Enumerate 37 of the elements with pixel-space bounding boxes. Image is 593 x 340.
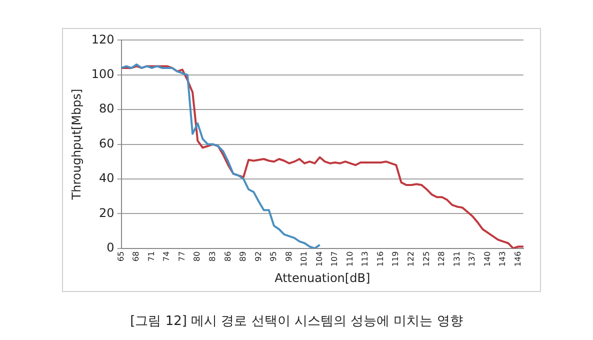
y-tick-label: 20: [99, 206, 114, 220]
x-tick-label: 137: [468, 251, 477, 267]
x-tick-label: 83: [208, 251, 217, 262]
x-axis-title: Attenuation[dB]: [274, 270, 370, 285]
x-tick-label: 71: [146, 251, 156, 262]
x-tick-label: 143: [498, 251, 508, 267]
x-tick-label: 77: [177, 251, 186, 262]
x-tick-label: 140: [482, 251, 492, 267]
x-tick-label: 74: [162, 251, 172, 262]
x-tick-label: 116: [376, 251, 385, 267]
y-tick-label: 40: [99, 171, 114, 186]
x-tick-label: 104: [314, 251, 324, 267]
x-tick-label: 146: [513, 251, 522, 267]
x-tick-label: 65: [116, 251, 126, 262]
y-tick-label: 60: [99, 136, 114, 150]
y-tick-label: 120: [91, 32, 114, 46]
x-tick-label: 80: [192, 251, 202, 262]
x-tick-label: 89: [238, 251, 248, 262]
y-axis-title: Throughput[Mbps]: [69, 88, 84, 201]
x-tick-label: 119: [391, 251, 400, 267]
x-tick-label: 128: [437, 251, 446, 267]
x-tick-label: 86: [223, 251, 232, 262]
x-tick-label: 113: [360, 251, 370, 267]
x-tick-label: 92: [254, 251, 263, 262]
text: [그림 12] 메시 경로 선택이 시스템의 성능에 미치는 영향: [129, 313, 464, 330]
y-tick-label: 80: [99, 102, 114, 116]
x-tick-label: 122: [406, 251, 416, 267]
y-tick-label: 100: [91, 67, 114, 82]
x-tick-label: 98: [284, 251, 294, 262]
x-tick-label: 68: [132, 251, 141, 262]
x-tick-label: 95: [269, 251, 278, 262]
x-tick-label: 107: [330, 251, 340, 267]
y-tick-label: 0: [106, 240, 114, 254]
x-tick-label: 101: [300, 251, 309, 267]
x-tick-label: 110: [345, 251, 354, 267]
x-tick-label: 125: [422, 251, 431, 267]
x-tick-label: 131: [452, 251, 462, 267]
